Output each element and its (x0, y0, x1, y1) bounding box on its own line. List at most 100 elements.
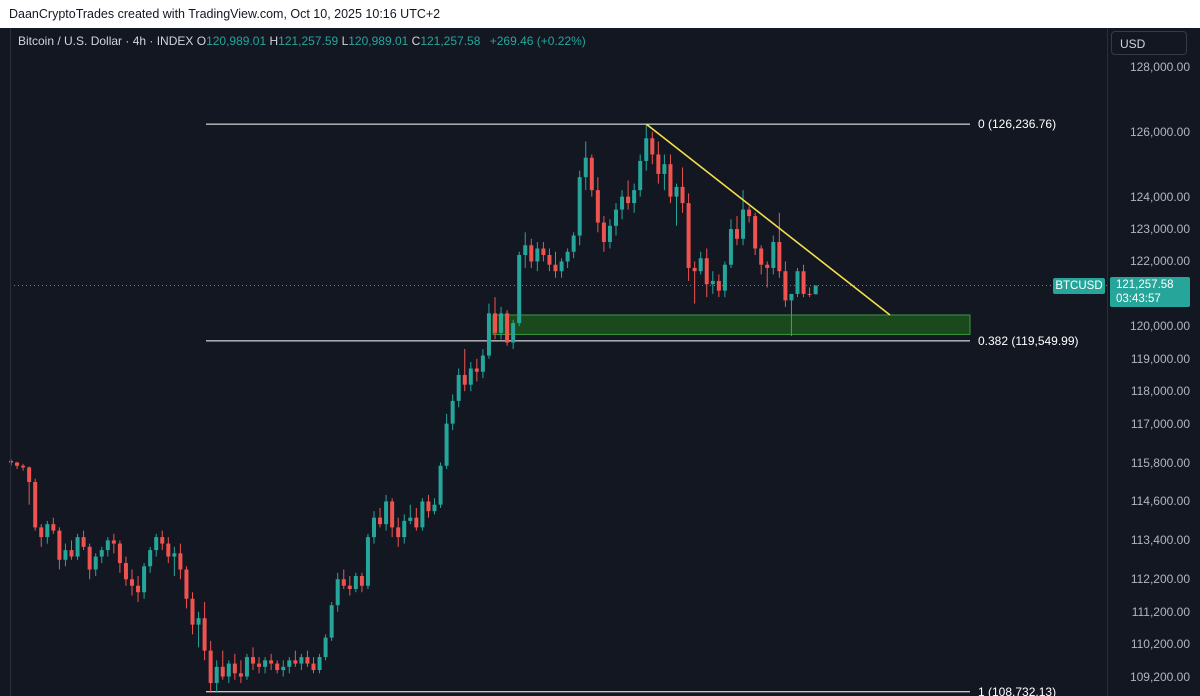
candle-body (359, 576, 364, 586)
low-label: L (341, 34, 349, 48)
attribution-bar: DaanCryptoTrades created with TradingVie… (0, 0, 1200, 28)
candle-body (136, 585, 141, 593)
candle-body (142, 566, 147, 593)
candle-body (426, 501, 431, 512)
candle-body (450, 400, 455, 424)
candle-body (444, 423, 449, 466)
chart-frame[interactable]: Bitcoin / U.S. Dollar · 4h · INDEX O120,… (0, 28, 1200, 696)
candle-body (208, 650, 213, 684)
candle-body (39, 527, 44, 538)
close-value: 121,257.58 (420, 34, 481, 48)
candle-body (329, 605, 334, 638)
candle-body (87, 546, 92, 570)
candle-body (644, 138, 649, 161)
candle-body (263, 660, 268, 667)
candle-body (341, 579, 346, 586)
candle-body (81, 537, 86, 547)
candle-body (123, 563, 128, 580)
candle-body (190, 598, 195, 625)
close-label: C (411, 34, 421, 48)
candle-body (396, 527, 401, 538)
candle-body (51, 524, 56, 531)
fib-level-label: 0 (126,236.76) (978, 117, 1057, 132)
candle-body (614, 209, 618, 226)
candle-body (493, 313, 497, 333)
candle-body (523, 245, 528, 255)
candle-body (577, 177, 582, 236)
price-axis-label: 114,600.00 (1130, 494, 1190, 509)
candle-body (565, 251, 570, 262)
candle-body (517, 254, 522, 324)
candle-body (704, 258, 709, 285)
candle-body (583, 157, 588, 178)
candle-body (765, 264, 770, 268)
candle-body (184, 569, 189, 599)
candle-body (535, 248, 540, 262)
candle-body (420, 501, 425, 528)
price-axis-label: 123,000.00 (1129, 222, 1190, 237)
candle-body (753, 216, 758, 249)
candle-body (93, 556, 98, 570)
candle-body (105, 540, 110, 551)
fib-level-label: 1 (108,732.13) (978, 684, 1057, 696)
price-axis-label: 115,800.00 (1130, 455, 1190, 470)
candle-body (638, 160, 643, 191)
candle-body (196, 618, 201, 625)
candle-body (378, 517, 383, 525)
candle-body (480, 355, 485, 372)
candle-body (408, 517, 413, 521)
candle-body (468, 368, 473, 385)
candle-body (33, 481, 38, 528)
candle-body (626, 196, 631, 204)
candle-body (148, 550, 153, 567)
candle-body (601, 222, 606, 243)
candle-body (317, 657, 322, 671)
candle-body (686, 203, 691, 268)
currency-button[interactable]: USD (1111, 31, 1187, 55)
candle-body (735, 229, 739, 239)
descending-trendline (645, 123, 891, 316)
candle-body (347, 585, 352, 589)
candle-body (160, 537, 165, 544)
candle-body (244, 657, 249, 677)
candle-body (45, 524, 50, 538)
candle-body (547, 254, 552, 265)
candle-body (559, 261, 564, 272)
candle-body (226, 663, 231, 677)
candle-body (293, 660, 298, 664)
candle-body (795, 271, 800, 294)
price-axis-label: 122,000.00 (1129, 254, 1190, 269)
candle-body (311, 663, 316, 671)
price-chart[interactable] (0, 28, 1200, 696)
candle-body (57, 530, 62, 560)
candle-body (710, 280, 715, 285)
candle-body (529, 245, 534, 262)
candle-body (99, 550, 104, 557)
price-axis-label: 128,000.00 (1129, 59, 1190, 74)
candle-body (305, 657, 310, 664)
last-price-tag: 121,257.58 03:43:57 (1110, 276, 1190, 307)
candle-body (117, 543, 122, 564)
price-axis-label: 113,400.00 (1130, 533, 1190, 548)
candle-body (789, 293, 794, 301)
candle-body (783, 271, 788, 301)
price-axis-label: 109,200.00 (1129, 669, 1190, 684)
candle-body (275, 663, 280, 671)
change-value: +269.46 (+0.22%) (489, 34, 586, 48)
candle-body (438, 465, 443, 505)
candle-body (728, 229, 733, 265)
candle-body (807, 293, 812, 295)
candle-body (323, 637, 328, 658)
candle-body (232, 663, 237, 674)
candle-body (747, 209, 752, 217)
candle-body (15, 462, 20, 466)
candle-body (777, 242, 782, 272)
candle-body (505, 313, 510, 343)
candle-body (650, 138, 655, 155)
candle-body (456, 374, 461, 401)
open-label: O (196, 34, 207, 48)
candle-body (801, 271, 806, 294)
candle-body (474, 368, 479, 372)
candle-body (287, 660, 292, 667)
demand-zone (492, 314, 971, 335)
